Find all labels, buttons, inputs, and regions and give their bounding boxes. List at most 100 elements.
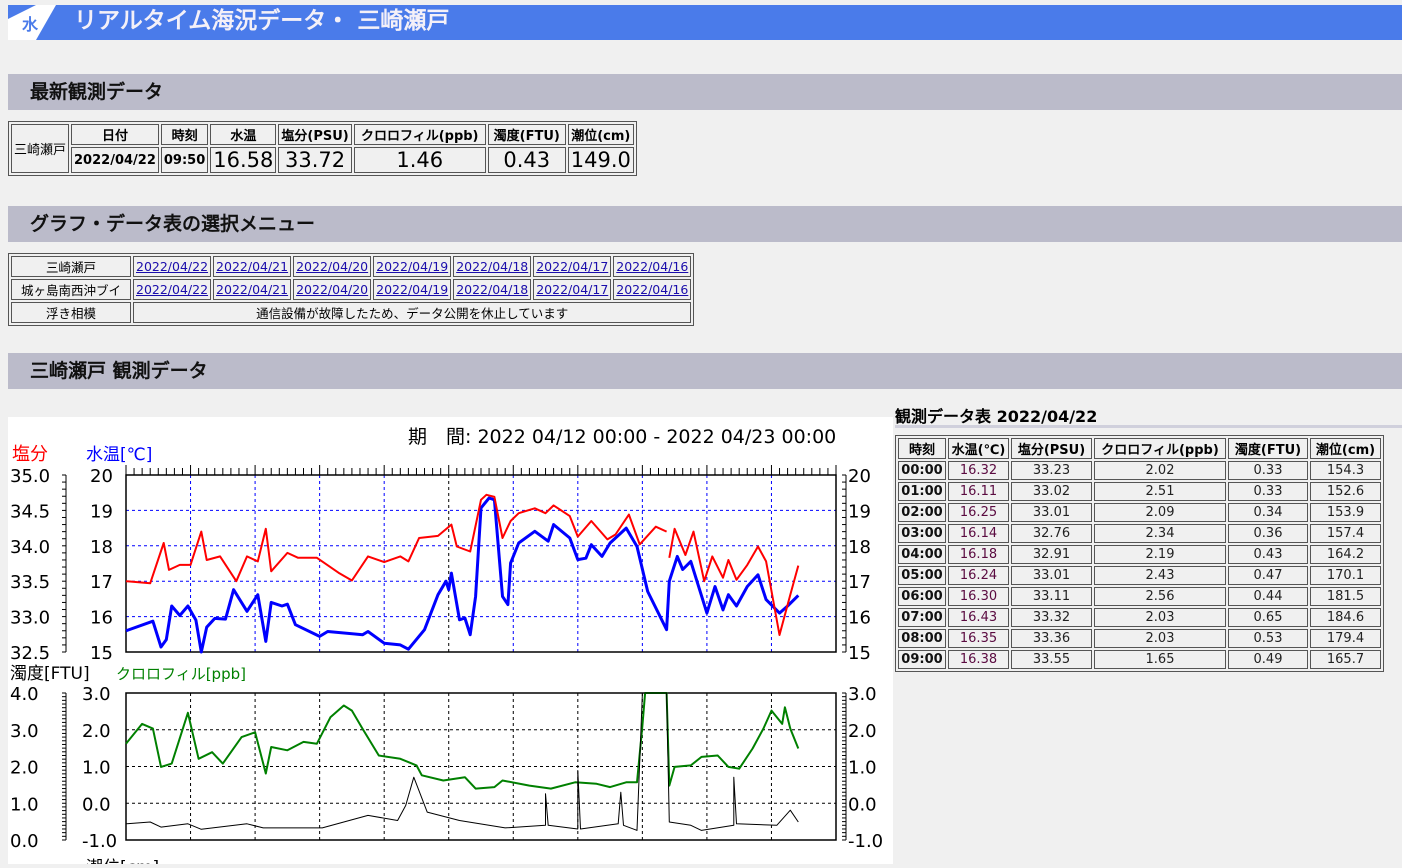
date-link[interactable]: 2022/04/19 xyxy=(376,259,449,274)
right-tick-label: 16 xyxy=(848,608,871,629)
date-link[interactable]: 2022/04/22 xyxy=(136,259,209,274)
left-tick-label: 34.5 xyxy=(10,501,50,522)
table-cell: 32.91 xyxy=(1011,545,1092,564)
table-cell: 157.4 xyxy=(1310,524,1381,543)
series-line xyxy=(125,496,800,654)
date-link[interactable]: 2022/04/20 xyxy=(296,259,369,274)
left2-tick-label: 19 xyxy=(90,501,113,522)
table-cell: 33.23 xyxy=(1011,461,1092,480)
col-temp: 水温 xyxy=(210,124,277,145)
table-cell: 16.11 xyxy=(948,482,1009,501)
latest-tide: 149.0 xyxy=(567,147,634,173)
table-row: 00:00 16.32 33.23 2.02 0.33 154.3 xyxy=(898,461,1381,480)
table-cell: 0.34 xyxy=(1228,503,1308,522)
right-tick-label: 17 xyxy=(848,572,871,593)
table-cell: 33.32 xyxy=(1011,608,1092,627)
table-cell: 0.53 xyxy=(1228,629,1308,648)
table-cell: 1.65 xyxy=(1094,650,1226,669)
menu-row: 浮き相模 通信設備が故障したため、データ公開を休止しています xyxy=(11,302,692,323)
series-line xyxy=(125,692,799,831)
date-link[interactable]: 2022/04/16 xyxy=(616,282,689,297)
column-header: 時刻 xyxy=(898,438,946,459)
left-tick-label: 1.0 xyxy=(10,794,39,815)
latest-date: 2022/04/22 xyxy=(71,147,159,173)
col-chlorophyll: クロロフィル(ppb) xyxy=(353,124,486,145)
page-title: リアルタイム海況データ・ 三崎瀬戸 xyxy=(74,8,450,34)
date-link[interactable]: 2022/04/19 xyxy=(376,282,449,297)
menu-row: 三崎瀬戸 2022/04/22 2022/04/21 2022/04/20 2022/0… xyxy=(11,256,692,277)
table-cell: 07:00 xyxy=(898,608,946,627)
table-cell: 33.36 xyxy=(1011,629,1092,648)
title-underline xyxy=(895,425,1402,428)
table-cell: 2.03 xyxy=(1094,608,1226,627)
table-cell: 165.7 xyxy=(1310,650,1381,669)
chart-svg: 期 間: 2022 04/12 00:00 - 2022 04/23 00:00… xyxy=(10,426,883,868)
latest-time: 09:50 xyxy=(160,147,209,173)
table-cell: 154.3 xyxy=(1310,461,1381,480)
table-cell: 04:00 xyxy=(898,545,946,564)
right-tick-label: 3.0 xyxy=(848,684,877,705)
table-cell: 2.51 xyxy=(1094,482,1226,501)
table-cell: 16.25 xyxy=(948,503,1009,522)
table-row: 06:00 16.30 33.11 2.56 0.44 181.5 xyxy=(898,587,1381,606)
page-header: 水 リアルタイム海況データ・ 三崎瀬戸 xyxy=(8,5,1402,40)
left2-tick-label: -1.0 xyxy=(82,831,117,852)
column-header: 水温(℃) xyxy=(948,438,1009,459)
chlorophyll-axis-label: クロロフィル[ppb] xyxy=(116,665,246,683)
turbidity-axis-label: 濁度[FTU] xyxy=(10,664,90,684)
table-cell: 08:00 xyxy=(898,629,946,648)
table-cell: 16.43 xyxy=(948,608,1009,627)
table-cell: 0.43 xyxy=(1228,545,1308,564)
left-tick-label: 3.0 xyxy=(10,721,39,742)
latest-data-table: 三崎瀬戸 日付 時刻 水温 塩分(PSU) クロロフィル(ppb) 濁度(FTU… xyxy=(8,121,637,176)
table-cell: 2.34 xyxy=(1094,524,1226,543)
left-tick-label: 32.5 xyxy=(10,643,50,664)
plot-frame xyxy=(125,474,837,653)
menu-station: 三崎瀬戸 xyxy=(11,256,131,277)
table-cell: 33.11 xyxy=(1011,587,1092,606)
table-cell: 0.36 xyxy=(1228,524,1308,543)
data-table-title: 観測データ表 2022/04/22 xyxy=(895,407,1098,426)
date-link[interactable]: 2022/04/18 xyxy=(456,282,529,297)
left2-tick-label: 17 xyxy=(90,572,113,593)
left2-tick-label: 0.0 xyxy=(82,794,111,815)
col-time: 時刻 xyxy=(160,124,209,145)
table-cell: 33.02 xyxy=(1011,482,1092,501)
chart-panel-1 xyxy=(62,692,847,841)
table-row: 01:00 16.11 33.02 2.51 0.33 152.6 xyxy=(898,482,1381,501)
table-row: 07:00 16.43 33.32 2.03 0.65 184.6 xyxy=(898,608,1381,627)
date-link[interactable]: 2022/04/16 xyxy=(616,259,689,274)
date-link[interactable]: 2022/04/20 xyxy=(296,282,369,297)
left-tick-label: 33.5 xyxy=(10,572,50,593)
table-cell: 164.2 xyxy=(1310,545,1381,564)
date-link[interactable]: 2022/04/18 xyxy=(456,259,529,274)
table-cell: 03:00 xyxy=(898,524,946,543)
date-link[interactable]: 2022/04/17 xyxy=(536,259,609,274)
latest-salinity: 33.72 xyxy=(278,147,352,173)
salinity-axis-label: 塩分 xyxy=(12,444,48,465)
left2-tick-label: 16 xyxy=(90,608,113,629)
date-link[interactable]: 2022/04/21 xyxy=(216,282,289,297)
table-row: 09:00 16.38 33.55 1.65 0.49 165.7 xyxy=(898,650,1381,669)
table-cell: 05:00 xyxy=(898,566,946,585)
section-latest-title: 最新観測データ xyxy=(8,74,1402,110)
date-link[interactable]: 2022/04/17 xyxy=(536,282,609,297)
temperature-axis-label: 水温[℃] xyxy=(86,445,152,465)
selection-menu-table: 三崎瀬戸 2022/04/22 2022/04/21 2022/04/20 2022/0… xyxy=(8,253,695,326)
column-header: 潮位(cm) xyxy=(1310,438,1381,459)
table-cell: 0.44 xyxy=(1228,587,1308,606)
table-row: 05:00 16.24 33.01 2.43 0.47 170.1 xyxy=(898,566,1381,585)
table-row: 02:00 16.25 33.01 2.09 0.34 153.9 xyxy=(898,503,1381,522)
date-link[interactable]: 2022/04/22 xyxy=(136,282,209,297)
table-row: 04:00 16.18 32.91 2.19 0.43 164.2 xyxy=(898,545,1381,564)
left2-tick-label: 3.0 xyxy=(82,684,111,705)
table-cell: 2.03 xyxy=(1094,629,1226,648)
menu-message: 通信設備が故障したため、データ公開を休止しています xyxy=(133,302,692,323)
latest-chlorophyll: 1.46 xyxy=(353,147,486,173)
table-cell: 170.1 xyxy=(1310,566,1381,585)
chart-period-title: 期 間: 2022 04/12 00:00 - 2022 04/23 00:00 xyxy=(408,426,836,448)
tide-axis-label: 潮位[cm] xyxy=(86,858,159,864)
date-link[interactable]: 2022/04/21 xyxy=(216,259,289,274)
menu-station: 城ヶ島南西沖ブイ xyxy=(11,279,131,300)
menu-row: 城ヶ島南西沖ブイ 2022/04/22 2022/04/21 2022/04/20 20… xyxy=(11,279,692,300)
